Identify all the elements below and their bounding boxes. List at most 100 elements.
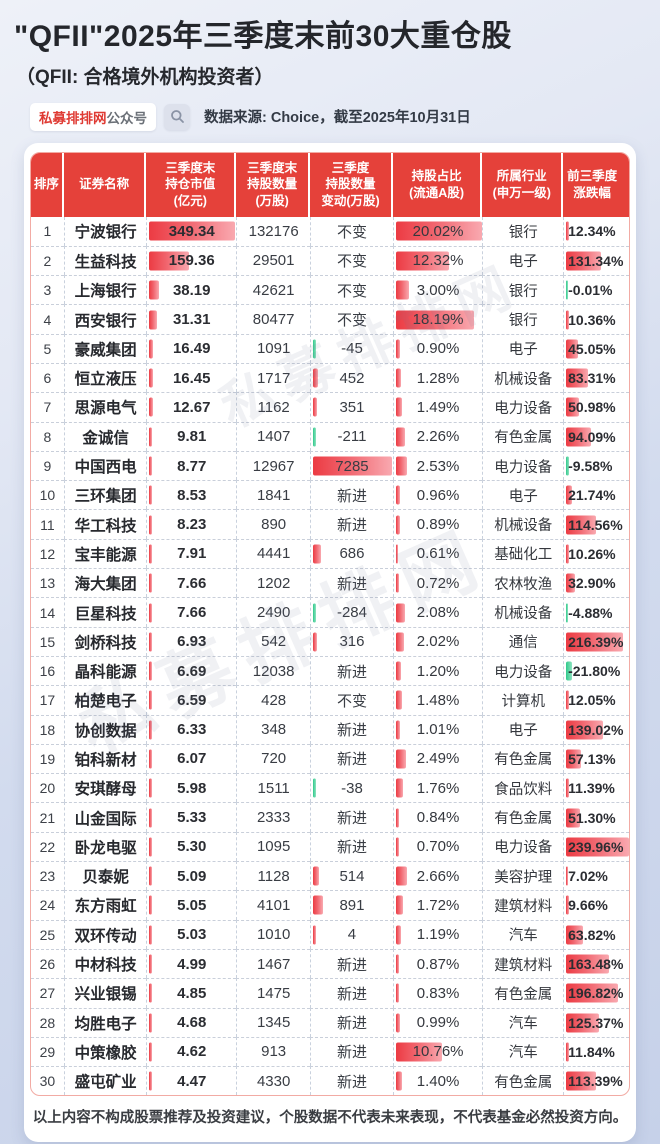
holding-ratio-cell: 2.08% xyxy=(392,597,483,627)
industry-cell: 通信 xyxy=(482,626,564,656)
holding-ratio-cell: 1.40% xyxy=(392,1066,483,1096)
stock-name-cell: 协创数据 xyxy=(63,714,147,744)
industry-cell: 机械设备 xyxy=(482,509,564,539)
share-count-cell: 428 xyxy=(236,685,311,715)
table-row: 30 盛屯矿业 4.47 4330 新进 1.40% 有色金属 113.39% xyxy=(31,1066,629,1096)
rank-cell: 15 xyxy=(31,626,64,656)
return-cell: 94.09% xyxy=(563,421,629,451)
market-value-cell: 349.34 xyxy=(146,216,236,246)
stock-name-cell: 剑桥科技 xyxy=(63,626,147,656)
industry-cell: 电子 xyxy=(482,333,564,363)
return-cell: -0.01% xyxy=(563,275,629,305)
market-value-cell: 38.19 xyxy=(146,275,237,305)
market-value-cell: 12.67 xyxy=(146,392,237,422)
rank-cell: 24 xyxy=(31,890,64,919)
table-body: 1 宁波银行 349.34 132176 不变 20.02% 银行 12.34%… xyxy=(31,216,629,1096)
return-cell: 131.34% xyxy=(563,245,629,276)
table-row: 17 柏楚电子 6.59 428 不变 1.48% 计算机 12.05% xyxy=(31,685,629,715)
stock-name-cell: 生益科技 xyxy=(63,245,147,276)
holding-ratio-cell: 3.00% xyxy=(392,275,483,305)
holding-ratio-cell: 1.01% xyxy=(392,714,483,744)
share-change-cell: 不变 xyxy=(310,275,393,305)
table-row: 15 剑桥科技 6.93 542 316 2.02% 通信 216.39% xyxy=(31,626,629,656)
share-change-cell: 新进 xyxy=(310,655,393,686)
share-count-cell: 1202 xyxy=(236,568,311,598)
stock-name-cell: 恒立液压 xyxy=(63,362,147,393)
holding-ratio-cell: 0.61% xyxy=(392,538,483,569)
stock-name-cell: 巨星科技 xyxy=(63,597,147,627)
industry-cell: 有色金属 xyxy=(482,743,564,774)
return-cell: 114.56% xyxy=(563,509,629,539)
share-change-cell: 不变 xyxy=(310,245,393,276)
stock-name-cell: 三环集团 xyxy=(63,480,147,510)
return-cell: 216.39% xyxy=(563,626,629,656)
return-cell: 239.96% xyxy=(563,831,629,862)
col-header-rank: 排序 xyxy=(31,152,64,217)
holding-ratio-cell: 0.84% xyxy=(392,802,483,832)
market-value-cell: 4.62 xyxy=(146,1036,237,1067)
holding-ratio-cell: 1.28% xyxy=(392,362,483,393)
stock-name-cell: 卧龙电驱 xyxy=(63,831,147,862)
share-count-cell: 2490 xyxy=(236,597,311,627)
market-value-cell: 8.53 xyxy=(146,480,237,510)
table-row: 25 双环传动 5.03 1010 4 1.19% 汽车 63.82% xyxy=(31,919,629,949)
return-cell: 113.39% xyxy=(563,1066,629,1096)
table-row: 21 山金国际 5.33 2333 新进 0.84% 有色金属 51.30% xyxy=(31,802,629,832)
market-value-cell: 6.69 xyxy=(146,655,237,686)
search-button[interactable] xyxy=(164,103,190,130)
share-change-cell: 新进 xyxy=(310,743,393,774)
stock-name-cell: 宁波银行 xyxy=(63,216,147,246)
brand-badge: 私募排排网 公众号 xyxy=(30,102,156,131)
table-row: 26 中材科技 4.99 1467 新进 0.87% 建筑材料 163.48% xyxy=(31,948,629,979)
industry-cell: 汽车 xyxy=(482,1036,564,1067)
market-value-cell: 4.99 xyxy=(146,948,237,979)
return-cell: 45.05% xyxy=(563,333,629,363)
stock-name-cell: 盛屯矿业 xyxy=(63,1066,147,1096)
share-count-cell: 12038 xyxy=(236,655,311,686)
col-header-share-change: 三季度 持股数量 变动(万股) xyxy=(310,152,393,217)
table-row: 3 上海银行 38.19 42621 不变 3.00% 银行 -0.01% xyxy=(31,275,629,305)
market-value-cell: 8.23 xyxy=(146,509,237,539)
market-value-cell: 7.91 xyxy=(146,538,237,569)
share-count-cell: 1128 xyxy=(236,861,311,891)
share-count-cell: 4441 xyxy=(236,538,311,569)
table-row: 29 中策橡胶 4.62 913 新进 10.76% 汽车 11.84% xyxy=(31,1036,629,1067)
return-cell: 139.02% xyxy=(563,714,629,744)
table-row: 11 华工科技 8.23 890 新进 0.89% 机械设备 114.56% xyxy=(31,509,629,539)
table-row: 9 中国西电 8.77 12967 7285 2.53% 电力设备 -9.58% xyxy=(31,450,629,481)
return-cell: 196.82% xyxy=(563,978,629,1008)
rank-cell: 10 xyxy=(31,480,64,509)
industry-cell: 银行 xyxy=(482,304,564,334)
rank-cell: 12 xyxy=(31,538,64,568)
stock-name-cell: 西安银行 xyxy=(63,304,147,334)
holding-ratio-cell: 2.49% xyxy=(392,743,483,774)
share-change-cell: 新进 xyxy=(310,1066,393,1096)
stock-name-cell: 华工科技 xyxy=(63,509,147,539)
holding-ratio-cell: 0.99% xyxy=(392,1007,483,1037)
table-row: 18 协创数据 6.33 348 新进 1.01% 电子 139.02% xyxy=(31,714,629,744)
brand-name: 私募排排网 xyxy=(39,110,107,126)
col-header-market-value: 三季度末 持仓市值 (亿元) xyxy=(146,152,237,217)
share-change-cell: 不变 xyxy=(310,304,393,334)
share-count-cell: 1345 xyxy=(236,1007,311,1037)
share-count-cell: 913 xyxy=(236,1036,311,1067)
stock-name-cell: 金诚信 xyxy=(63,421,147,451)
table-row: 7 思源电气 12.67 1162 351 1.49% 电力设备 50.98% xyxy=(31,392,629,422)
holdings-table: 排序 证券名称 三季度末 持仓市值 (亿元) 三季度末 持股数量 (万股) 三季… xyxy=(30,151,630,1097)
rank-cell: 23 xyxy=(31,861,64,890)
table-card: 私募排排网 私募排排网 排序 证券名称 三季度末 持仓市值 (亿元) 三季度末 … xyxy=(24,142,636,1143)
stock-name-cell: 宝丰能源 xyxy=(63,538,147,569)
market-value-cell: 5.30 xyxy=(146,831,237,862)
share-count-cell: 4330 xyxy=(236,1066,311,1096)
return-cell: 10.36% xyxy=(563,304,629,334)
share-change-cell: 新进 xyxy=(310,480,393,510)
table-row: 14 巨星科技 7.66 2490 -284 2.08% 机械设备 -4.88% xyxy=(31,597,629,627)
table-row: 16 晶科能源 6.69 12038 新进 1.20% 电力设备 -21.80% xyxy=(31,655,629,686)
industry-cell: 电力设备 xyxy=(482,450,564,481)
stock-name-cell: 中国西电 xyxy=(63,450,147,481)
table-row: 24 东方雨虹 5.05 4101 891 1.72% 建筑材料 9.66% xyxy=(31,890,629,920)
table-row: 28 均胜电子 4.68 1345 新进 0.99% 汽车 125.37% xyxy=(31,1007,629,1037)
rank-cell: 28 xyxy=(31,1007,64,1037)
industry-cell: 汽车 xyxy=(482,1007,564,1037)
share-change-cell: -45 xyxy=(310,333,393,363)
